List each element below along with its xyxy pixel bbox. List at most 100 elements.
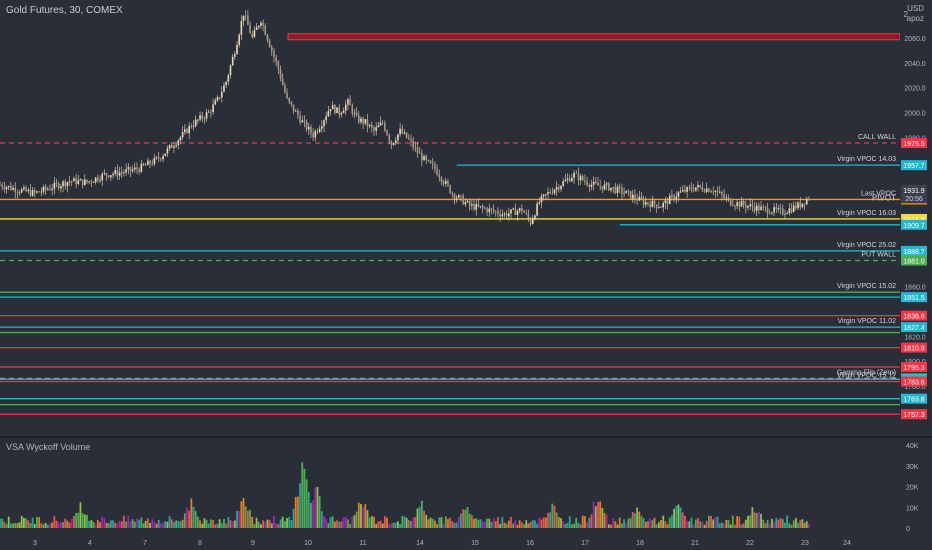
volume-bar xyxy=(771,518,773,528)
volume-bar xyxy=(666,524,669,528)
candle-body xyxy=(281,78,284,85)
candle-body xyxy=(771,212,773,214)
price-tag: 1810.9 xyxy=(903,346,925,353)
candle-body xyxy=(475,203,478,210)
candle-body xyxy=(558,187,560,190)
candle-body xyxy=(455,197,458,199)
volume-bar xyxy=(16,523,19,528)
candle-body xyxy=(429,160,432,164)
candle-body xyxy=(458,195,460,198)
volume-bar xyxy=(233,520,236,528)
volume-bar xyxy=(227,517,230,528)
candle-body xyxy=(344,104,347,111)
candle-body xyxy=(727,197,730,199)
candle-body xyxy=(418,153,421,154)
candle-body xyxy=(140,163,143,172)
candle-body xyxy=(316,131,319,132)
volume-panel-title[interactable]: VSA Wyckoff Volume xyxy=(6,442,91,452)
candle-body xyxy=(247,15,249,26)
price-tag: 1851.5 xyxy=(903,295,925,302)
volume-bar xyxy=(355,511,358,528)
candle-body xyxy=(70,181,73,183)
volume-bar xyxy=(721,522,723,528)
candle-body xyxy=(679,191,682,193)
volume-bar xyxy=(707,515,710,528)
volume-bar xyxy=(631,512,634,528)
candle-body xyxy=(347,99,349,105)
candle-body xyxy=(303,120,306,122)
volume-bar xyxy=(88,520,91,528)
candle-body xyxy=(375,127,377,131)
volume-bar xyxy=(255,517,258,528)
candle-body xyxy=(484,207,486,209)
volume-bar xyxy=(277,524,280,528)
volume-bar xyxy=(64,518,67,528)
volume-bar xyxy=(786,515,789,528)
candle-body xyxy=(438,174,441,178)
candle-body xyxy=(768,213,771,215)
price-axis[interactable] xyxy=(900,0,932,550)
volume-bar xyxy=(401,516,404,528)
candle-body xyxy=(775,207,778,210)
candle-body xyxy=(123,172,125,174)
candle-body xyxy=(729,198,732,206)
volume-bar xyxy=(166,521,169,528)
volume-bar xyxy=(697,517,699,528)
volume-bar xyxy=(601,507,604,528)
volume-bar xyxy=(214,524,217,528)
price-tick: 2020.0 xyxy=(904,86,926,93)
volume-bar xyxy=(116,523,119,528)
candle-body xyxy=(153,157,156,164)
volume-bar xyxy=(766,520,769,528)
candle-body xyxy=(777,208,780,210)
volume-bar xyxy=(199,520,201,528)
candle-body xyxy=(371,124,373,128)
volume-bar xyxy=(49,523,51,528)
volume-bar xyxy=(196,516,199,528)
candle-body xyxy=(631,194,634,199)
volume-tick: 30K xyxy=(906,464,919,471)
candle-body xyxy=(97,177,99,181)
volume-bar xyxy=(484,521,486,528)
candle-body xyxy=(173,146,175,148)
candle-body xyxy=(194,119,197,126)
volume-bar xyxy=(597,502,599,528)
candle-body xyxy=(14,187,17,193)
candle-body xyxy=(275,56,277,62)
candle-body xyxy=(510,209,512,214)
chart-title[interactable]: Gold Futures, 30, COMEX xyxy=(6,5,123,16)
candle-body xyxy=(642,199,645,205)
candle-body xyxy=(181,132,184,138)
candle-body xyxy=(745,205,747,208)
volume-bar xyxy=(31,517,34,528)
volume-bar xyxy=(90,520,93,528)
candle-body xyxy=(481,206,484,208)
candle-body xyxy=(684,189,686,192)
candle-body xyxy=(534,215,536,219)
volume-bar xyxy=(740,524,743,528)
candle-body xyxy=(271,47,273,52)
volume-bar xyxy=(75,512,78,528)
candle-body xyxy=(253,29,256,38)
candle-body xyxy=(668,195,671,205)
candle-body xyxy=(94,177,97,183)
candle-body xyxy=(1,184,3,188)
volume-bar xyxy=(379,520,382,528)
candle-body xyxy=(553,189,556,194)
volume-bar xyxy=(129,521,132,528)
volume-bar xyxy=(325,518,328,528)
volume-bar xyxy=(547,512,549,528)
volume-bar xyxy=(747,515,749,528)
time-tick: 21 xyxy=(691,540,699,547)
candle-body xyxy=(721,191,723,195)
volume-bar xyxy=(433,520,436,528)
volume-bar xyxy=(123,515,125,528)
volume-bar xyxy=(523,524,525,528)
price-tag: 1783.6 xyxy=(903,380,925,387)
candle-body xyxy=(671,195,673,197)
volume-bar xyxy=(623,519,625,528)
volume-bar xyxy=(231,520,234,528)
axis-currency[interactable]: USD apoz xyxy=(907,4,924,24)
volume-bar xyxy=(266,519,269,528)
